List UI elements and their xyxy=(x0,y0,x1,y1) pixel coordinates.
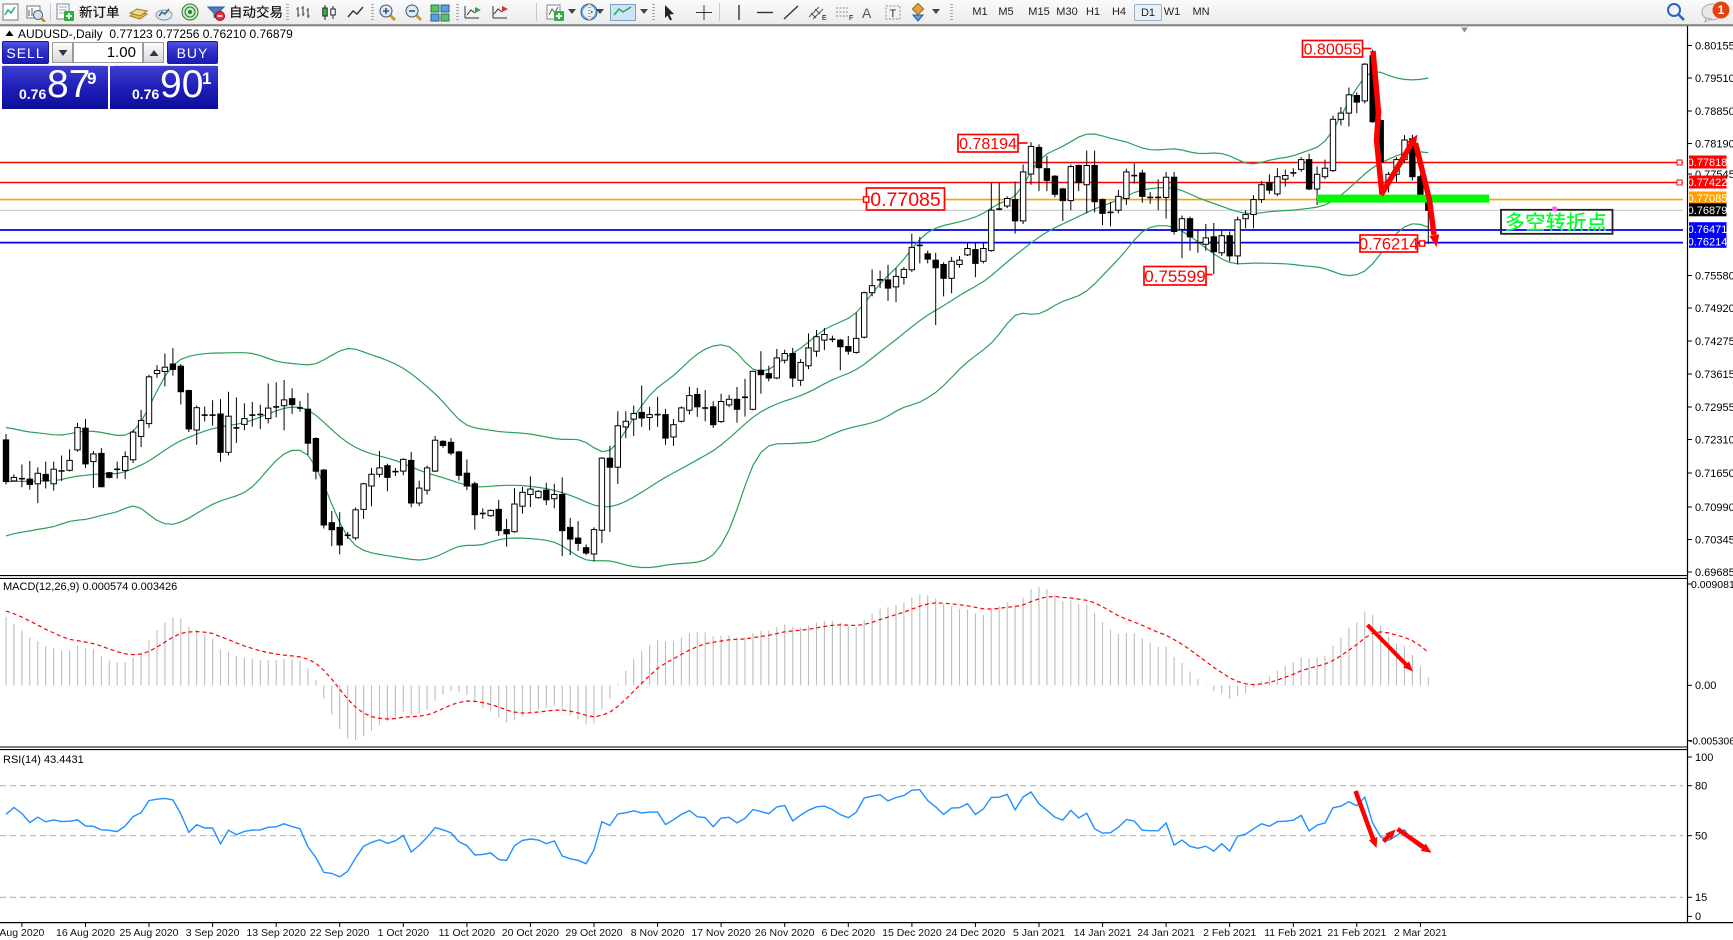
svg-text:0.77422: 0.77422 xyxy=(1688,177,1728,189)
svg-text:0.74920: 0.74920 xyxy=(1695,303,1733,315)
svg-text:1 Oct 2020: 1 Oct 2020 xyxy=(378,927,430,939)
svg-text:25 Aug 2020: 25 Aug 2020 xyxy=(120,927,179,939)
svg-text:2 Feb 2021: 2 Feb 2021 xyxy=(1203,927,1256,939)
svg-text:A: A xyxy=(862,5,872,21)
svg-text:T: T xyxy=(890,8,897,20)
svg-text:0.009081: 0.009081 xyxy=(1691,579,1733,591)
svg-text:21 Feb 2021: 21 Feb 2021 xyxy=(1327,927,1386,939)
svg-text:3 Sep 2020: 3 Sep 2020 xyxy=(186,927,240,939)
svg-text:0: 0 xyxy=(1695,911,1701,923)
svg-text:0.76471: 0.76471 xyxy=(1688,224,1728,236)
svg-text:0.78850: 0.78850 xyxy=(1695,106,1733,118)
svg-text:MACD(12,26,9) 0.000574 0.00342: MACD(12,26,9) 0.000574 0.003426 xyxy=(3,581,177,593)
svg-text:100: 100 xyxy=(1695,752,1713,764)
svg-text:E: E xyxy=(822,15,827,22)
svg-text:5 Jan 2021: 5 Jan 2021 xyxy=(1013,927,1065,939)
svg-text:26 Nov 2020: 26 Nov 2020 xyxy=(755,927,815,939)
svg-text:0.76214: 0.76214 xyxy=(1359,235,1419,253)
svg-text:F: F xyxy=(849,15,853,22)
svg-text:0.70990: 0.70990 xyxy=(1695,502,1733,514)
svg-text:14 Jan 2021: 14 Jan 2021 xyxy=(1074,927,1132,939)
svg-text:AUDUSD-,Daily 0.77123 0.77256: AUDUSD-,Daily 0.77123 0.77256 0.76210 0.… xyxy=(18,27,293,41)
svg-text:29 Oct 2020: 29 Oct 2020 xyxy=(565,927,622,939)
svg-text:8 Nov 2020: 8 Nov 2020 xyxy=(631,927,685,939)
svg-text:16 Aug 2020: 16 Aug 2020 xyxy=(56,927,115,939)
svg-text:-0.005306: -0.005306 xyxy=(1689,736,1733,747)
svg-text:1: 1 xyxy=(1718,3,1725,17)
svg-text:0.77818: 0.77818 xyxy=(1688,157,1728,169)
svg-text:0.72955: 0.72955 xyxy=(1695,402,1733,414)
svg-text:0.75580: 0.75580 xyxy=(1695,270,1733,282)
svg-text:0.76214: 0.76214 xyxy=(1688,236,1728,248)
svg-text:0.70345: 0.70345 xyxy=(1695,534,1733,546)
svg-text:0.00: 0.00 xyxy=(1695,680,1716,692)
svg-text:22 Sep 2020: 22 Sep 2020 xyxy=(310,927,370,939)
svg-text:15: 15 xyxy=(1695,892,1707,904)
svg-text:13 Sep 2020: 13 Sep 2020 xyxy=(246,927,306,939)
svg-text:15 Dec 2020: 15 Dec 2020 xyxy=(882,927,942,939)
svg-text:0.77085: 0.77085 xyxy=(1688,193,1728,205)
svg-text:0.80055: 0.80055 xyxy=(1304,42,1362,59)
svg-text:0.76879: 0.76879 xyxy=(1688,205,1728,217)
svg-text:80: 80 xyxy=(1695,781,1707,793)
svg-text:0.78194: 0.78194 xyxy=(959,136,1017,153)
svg-text:2 Mar 2021: 2 Mar 2021 xyxy=(1394,927,1447,939)
svg-text:0.77085: 0.77085 xyxy=(870,189,941,211)
svg-text:20 Oct 2020: 20 Oct 2020 xyxy=(502,927,559,939)
svg-text:0.80155: 0.80155 xyxy=(1695,40,1733,52)
svg-text:0.73615: 0.73615 xyxy=(1695,369,1733,381)
svg-text:24 Dec 2020: 24 Dec 2020 xyxy=(946,927,1006,939)
svg-text:24 Jan 2021: 24 Jan 2021 xyxy=(1137,927,1195,939)
svg-text:0.74275: 0.74275 xyxy=(1695,336,1733,348)
svg-text:0.75599: 0.75599 xyxy=(1144,267,1205,286)
svg-text:17 Nov 2020: 17 Nov 2020 xyxy=(691,927,751,939)
svg-text:50: 50 xyxy=(1695,831,1707,843)
svg-text:Aug 2020: Aug 2020 xyxy=(0,927,45,939)
svg-text:6 Dec 2020: 6 Dec 2020 xyxy=(821,927,875,939)
svg-text:0.79510: 0.79510 xyxy=(1695,73,1733,85)
svg-text:0.72310: 0.72310 xyxy=(1695,434,1733,446)
svg-text:0.71650: 0.71650 xyxy=(1695,468,1733,480)
svg-text:RSI(14) 43.4431: RSI(14) 43.4431 xyxy=(3,754,84,766)
svg-text:0.78190: 0.78190 xyxy=(1695,138,1733,150)
svg-text:11 Feb 2021: 11 Feb 2021 xyxy=(1264,927,1322,939)
svg-text:0.69685: 0.69685 xyxy=(1695,567,1733,579)
svg-text:11 Oct 2020: 11 Oct 2020 xyxy=(439,927,496,939)
